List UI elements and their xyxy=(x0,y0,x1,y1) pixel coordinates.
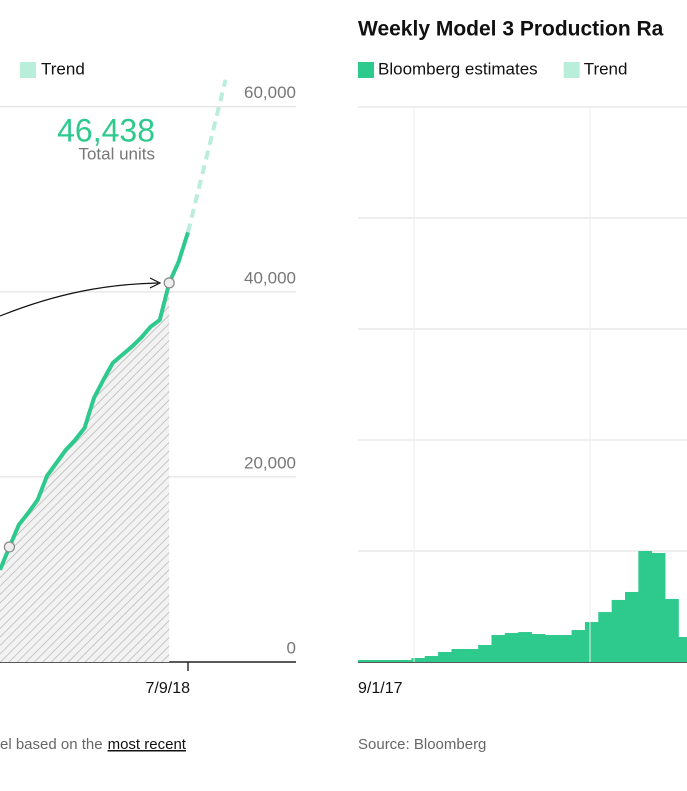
legend-label: Bloomberg estimates xyxy=(378,59,538,78)
x-tick-label: 9/1/17 xyxy=(358,680,403,697)
bar xyxy=(531,634,546,662)
hatched-area xyxy=(0,282,170,662)
bar xyxy=(544,635,559,662)
bar xyxy=(491,635,506,662)
source-text: el based on the xyxy=(0,736,103,753)
bar xyxy=(384,660,399,662)
annotation-label: Total units xyxy=(78,144,155,163)
chart-title: Weekly Model 3 Production Ra xyxy=(358,18,664,41)
bar xyxy=(438,652,452,662)
bar xyxy=(371,660,386,662)
source-link[interactable]: most recent xyxy=(108,736,187,753)
bar xyxy=(638,551,653,662)
bar xyxy=(451,649,466,662)
bar xyxy=(518,632,532,662)
y-tick-label: 20,000 xyxy=(244,453,296,472)
legend-label: Trend xyxy=(584,59,628,78)
bar xyxy=(678,637,687,662)
trend-line xyxy=(186,79,228,233)
right-chart: Weekly Model 3 Production Ra 9/1/17 Bloomb… xyxy=(358,18,687,753)
line xyxy=(0,231,190,571)
bar xyxy=(611,599,626,662)
source: el based on the most recent xyxy=(0,736,187,753)
bar xyxy=(598,612,613,662)
bar xyxy=(411,658,426,662)
bar xyxy=(478,645,492,662)
arrow-head xyxy=(149,277,162,289)
bar xyxy=(558,635,572,662)
y-tick-label: 40,000 xyxy=(244,268,296,287)
highlight-point xyxy=(163,277,175,289)
annotation-value: 46,438 xyxy=(57,112,155,148)
left-chart: 0 20,000 40,000 60,000 7/9/18 Trend el based o… xyxy=(0,59,296,753)
bar xyxy=(625,591,639,662)
bar xyxy=(424,656,439,662)
y-tick-label: 0 xyxy=(287,638,296,657)
legend-swatch xyxy=(563,62,580,78)
bar xyxy=(651,552,666,662)
legend-label: Trend xyxy=(41,59,85,78)
highlight-point xyxy=(3,541,15,553)
bar xyxy=(665,598,679,662)
bar xyxy=(398,660,412,662)
y-tick-label: 60,000 xyxy=(244,83,296,102)
bar xyxy=(464,649,479,662)
bar xyxy=(358,660,372,662)
legend-swatch xyxy=(358,62,374,78)
source: Source: Bloomberg xyxy=(358,736,486,753)
x-tick-label: 7/9/18 xyxy=(146,680,191,697)
bar xyxy=(504,633,519,662)
bar xyxy=(584,622,599,662)
annotation-arrow xyxy=(0,282,159,317)
bar xyxy=(571,630,586,662)
legend-swatch xyxy=(20,62,36,78)
